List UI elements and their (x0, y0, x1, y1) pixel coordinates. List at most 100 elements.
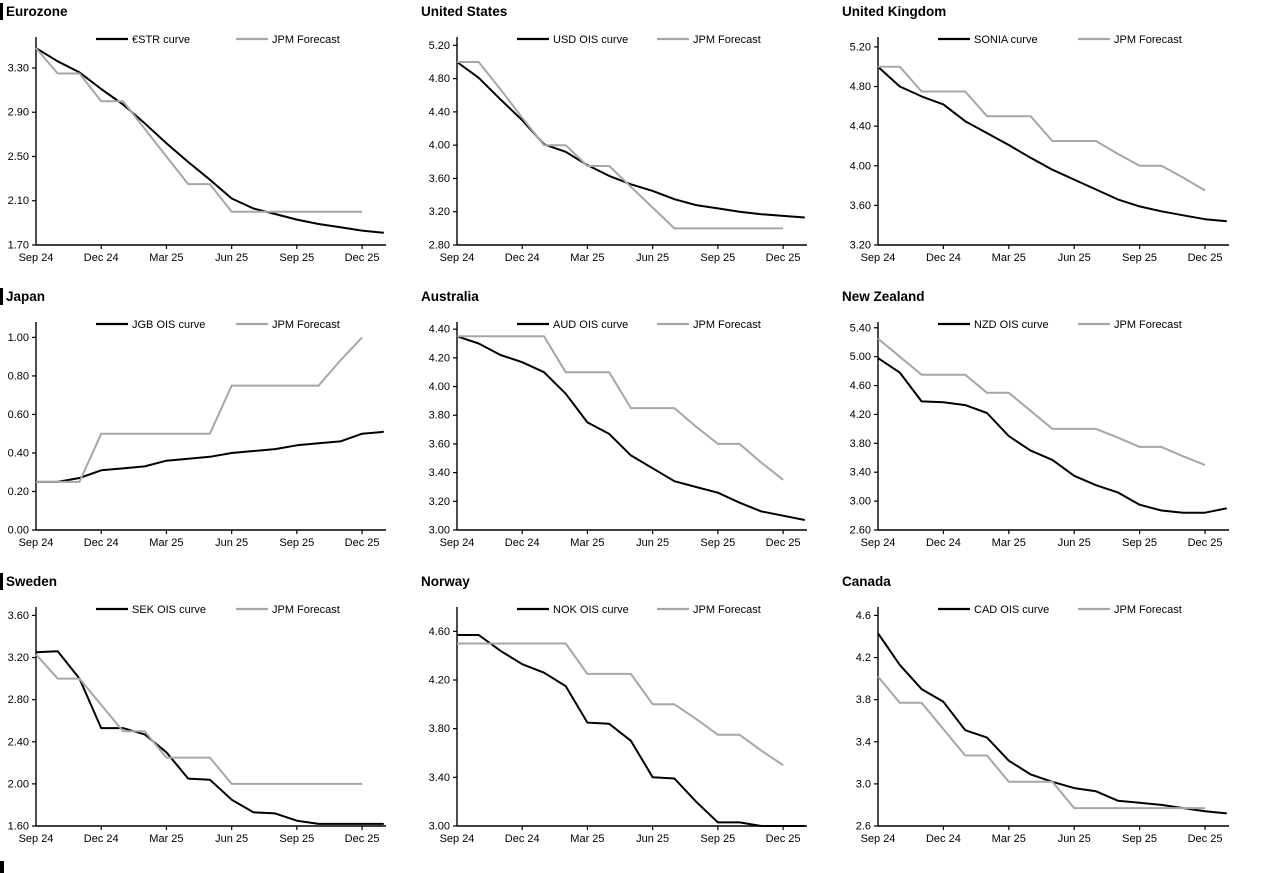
y-tick-label: 0.00 (8, 525, 29, 537)
series-line-usd-ois-curve (456, 61, 805, 219)
title-row: Canada (842, 570, 1264, 593)
title-row: Japan (0, 285, 421, 308)
x-tick-label: Sep 25 (279, 833, 314, 845)
legend-label: €STR curve (132, 34, 190, 46)
x-tick-label: Sep 24 (861, 537, 896, 549)
y-tick-label: 4.6 (856, 610, 871, 622)
axes (877, 607, 1229, 827)
x-tick-label: Mar 25 (992, 537, 1026, 549)
title-row: United Kingdom (842, 0, 1264, 23)
axes (456, 607, 807, 827)
x-tick-label: Dec 25 (766, 537, 801, 549)
x-tick-label: Dec 24 (926, 833, 961, 845)
y-axis-ticks: 2.80 3.20 3.60 4.00 4.40 4.80 5.20 (429, 40, 457, 252)
y-tick-label: 4.40 (429, 106, 450, 118)
chart-plot: 0.00 0.20 0.40 0.60 0.80 1.00 Sep 24 Dec 24 Mar … (8, 319, 386, 549)
legend: JGB OIS curve JPM Forecast (96, 319, 340, 331)
x-tick-label: Sep 25 (1122, 252, 1157, 264)
x-axis-ticks: Sep 24 Dec 24 Mar 25 Jun 25 Sep 25 Dec 25 (19, 826, 380, 845)
y-tick-label: 5.40 (850, 322, 871, 334)
x-tick-label: Mar 25 (570, 537, 604, 549)
chart-plot: 1.60 2.00 2.40 2.80 3.20 3.60 Sep 24 Dec 24 Mar … (8, 604, 386, 845)
y-tick-label: 3.30 (8, 62, 29, 74)
x-tick-label: Dec 25 (1188, 537, 1223, 549)
x-tick-label: Dec 25 (345, 833, 380, 845)
x-tick-label: Sep 25 (1122, 833, 1157, 845)
x-tick-label: Jun 25 (215, 833, 248, 845)
legend-label: JPM Forecast (272, 34, 340, 46)
x-tick-label: Dec 24 (926, 537, 961, 549)
x-tick-label: Dec 25 (1188, 252, 1223, 264)
panel-australia: Australia 3.00 3.20 3.40 3.60 3.80 4.00 4.20 4.… (421, 285, 842, 570)
series-line-jpm-forecast (877, 337, 1206, 466)
x-tick-label: Dec 25 (766, 252, 801, 264)
y-tick-label: 4.00 (850, 160, 871, 172)
legend-label: JPM Forecast (693, 319, 761, 331)
axes (35, 322, 386, 531)
title-row: Australia (421, 285, 842, 308)
y-axis-ticks: 2.60 3.00 3.40 3.80 4.20 4.60 5.00 5.40 (850, 322, 878, 537)
y-tick-label: 1.60 (8, 821, 29, 833)
chart-plot: 2.60 3.00 3.40 3.80 4.20 4.60 5.00 5.40 Sep 24 De… (850, 319, 1229, 549)
x-tick-label: Sep 24 (861, 252, 896, 264)
axes (877, 37, 1229, 246)
x-tick-label: Sep 25 (279, 252, 314, 264)
legend-label: JPM Forecast (1114, 604, 1182, 616)
x-tick-label: Mar 25 (149, 537, 183, 549)
y-tick-label: 1.00 (8, 332, 29, 344)
x-tick-label: Sep 25 (700, 252, 735, 264)
x-tick-label: Jun 25 (215, 537, 248, 549)
series-line-jpm-forecast (35, 47, 363, 213)
series-line-sonia-curve (877, 65, 1227, 223)
legend-label: JPM Forecast (1114, 34, 1182, 46)
series-line-jpm-forecast (457, 335, 784, 481)
y-tick-label: 2.10 (8, 195, 29, 207)
section-bar (0, 3, 3, 20)
panel-canada: Canada 2.6 3.0 3.4 3.8 4.2 4.6 Sep 24 Dec 24 Mar… (842, 570, 1264, 873)
series-line-cad-ois-curve (877, 632, 1227, 815)
chart-plot: 2.6 3.0 3.4 3.8 4.2 4.6 Sep 24 Dec 24 Mar 25 Jun … (856, 604, 1229, 845)
y-tick-label: 3.80 (850, 438, 871, 450)
y-tick-label: 5.00 (850, 351, 871, 363)
y-tick-label: 4.2 (856, 652, 871, 664)
y-tick-label: 2.40 (8, 736, 29, 748)
x-axis-ticks: Sep 24 Dec 24 Mar 25 Jun 25 Sep 25 Dec 25 (861, 826, 1222, 845)
x-tick-label: Dec 24 (84, 833, 119, 845)
y-tick-label: 4.20 (429, 675, 450, 687)
x-tick-label: Mar 25 (992, 833, 1026, 845)
x-axis-ticks: Sep 24 Dec 24 Mar 25 Jun 25 Sep 25 Dec 25 (19, 245, 380, 264)
x-tick-label: Jun 25 (636, 537, 669, 549)
legend-label: JPM Forecast (693, 604, 761, 616)
legend-label: AUD OIS curve (553, 319, 628, 331)
series-line-jpm-forecast (36, 336, 363, 483)
panel-eurozone: Eurozone 1.70 2.10 2.50 2.90 3.30 Sep 24 Dec 2… (0, 0, 421, 285)
x-tick-label: Dec 24 (505, 252, 540, 264)
legend-label: JPM Forecast (272, 604, 340, 616)
series-line--str-curve (35, 47, 384, 234)
legend-label: SONIA curve (974, 34, 1038, 46)
legend-label: USD OIS curve (553, 34, 628, 46)
x-tick-label: Mar 25 (570, 833, 604, 845)
panel-united-states: United States 2.80 3.20 3.60 4.00 4.40 4.80 5.… (421, 0, 842, 285)
x-tick-label: Mar 25 (149, 833, 183, 845)
y-tick-label: 2.6 (856, 821, 871, 833)
y-tick-label: 3.8 (856, 694, 871, 706)
y-tick-label: 0.40 (8, 447, 29, 459)
y-tick-label: 2.50 (8, 151, 29, 163)
series-line-jpm-forecast (457, 642, 784, 767)
chart-title: Norway (421, 573, 470, 589)
axes (35, 37, 386, 246)
y-tick-label: 3.0 (856, 778, 871, 790)
x-tick-label: Dec 25 (345, 252, 380, 264)
legend: NZD OIS curve JPM Forecast (938, 319, 1182, 331)
x-axis-ticks: Sep 24 Dec 24 Mar 25 Jun 25 Sep 25 Dec 25 (440, 530, 801, 549)
chart-plot: 3.00 3.40 3.80 4.20 4.60 Sep 24 Dec 24 Mar 25 Ju… (429, 604, 807, 845)
legend-label: CAD OIS curve (974, 604, 1049, 616)
x-tick-label: Jun 25 (1058, 537, 1091, 549)
y-tick-label: 4.40 (850, 121, 871, 133)
chart-title: Eurozone (6, 3, 68, 19)
legend-label: NZD OIS curve (974, 319, 1049, 331)
x-tick-label: Sep 24 (861, 833, 896, 845)
axes (877, 322, 1229, 531)
title-row: Norway (421, 570, 842, 593)
